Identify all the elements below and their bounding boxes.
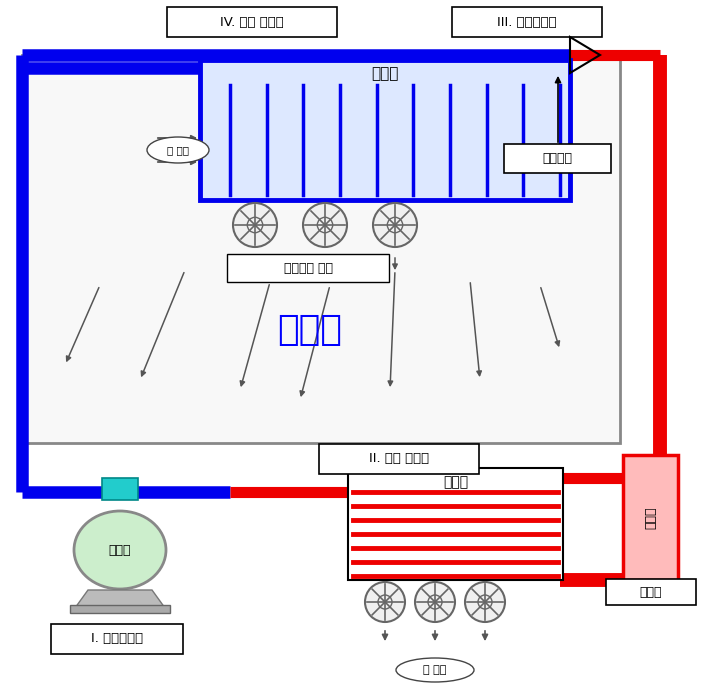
Text: 압축기: 압축기 [109,543,131,556]
Text: 열 방출: 열 방출 [423,665,447,675]
Ellipse shape [74,511,166,589]
FancyBboxPatch shape [606,579,696,605]
FancyBboxPatch shape [623,455,678,580]
Circle shape [465,582,505,622]
Circle shape [303,203,347,247]
Ellipse shape [147,137,209,163]
Text: 팽창밸브: 팽창밸브 [542,152,572,165]
FancyBboxPatch shape [102,478,138,500]
Circle shape [415,582,455,622]
Text: 냉각기: 냉각기 [371,67,399,82]
FancyBboxPatch shape [167,7,337,37]
Text: I. 압축사이클: I. 압축사이클 [91,632,143,646]
Text: 저장실: 저장실 [278,313,342,347]
Text: 냉매역: 냉매역 [640,585,662,598]
FancyBboxPatch shape [227,254,389,282]
Text: IV. 증발 사이클: IV. 증발 사이클 [220,16,284,29]
FancyBboxPatch shape [504,144,611,173]
Text: 열 흡수: 열 흡수 [167,145,189,155]
FancyBboxPatch shape [200,60,570,200]
FancyBboxPatch shape [51,624,183,654]
Bar [22,55,620,443]
FancyBboxPatch shape [319,444,479,474]
Text: 냉매역: 냉매역 [644,506,657,529]
FancyBboxPatch shape [452,7,602,37]
Text: 차가워진 공기: 차가워진 공기 [283,261,332,274]
Circle shape [373,203,417,247]
Text: 응축기: 응축기 [443,475,468,489]
Circle shape [233,203,277,247]
Text: III. 팽창사이클: III. 팽창사이클 [497,16,557,29]
Polygon shape [75,590,165,608]
Circle shape [365,582,405,622]
FancyBboxPatch shape [348,468,563,580]
Ellipse shape [396,658,474,682]
Bar [70,605,170,613]
Text: II. 응축 사이클: II. 응축 사이클 [369,453,429,466]
